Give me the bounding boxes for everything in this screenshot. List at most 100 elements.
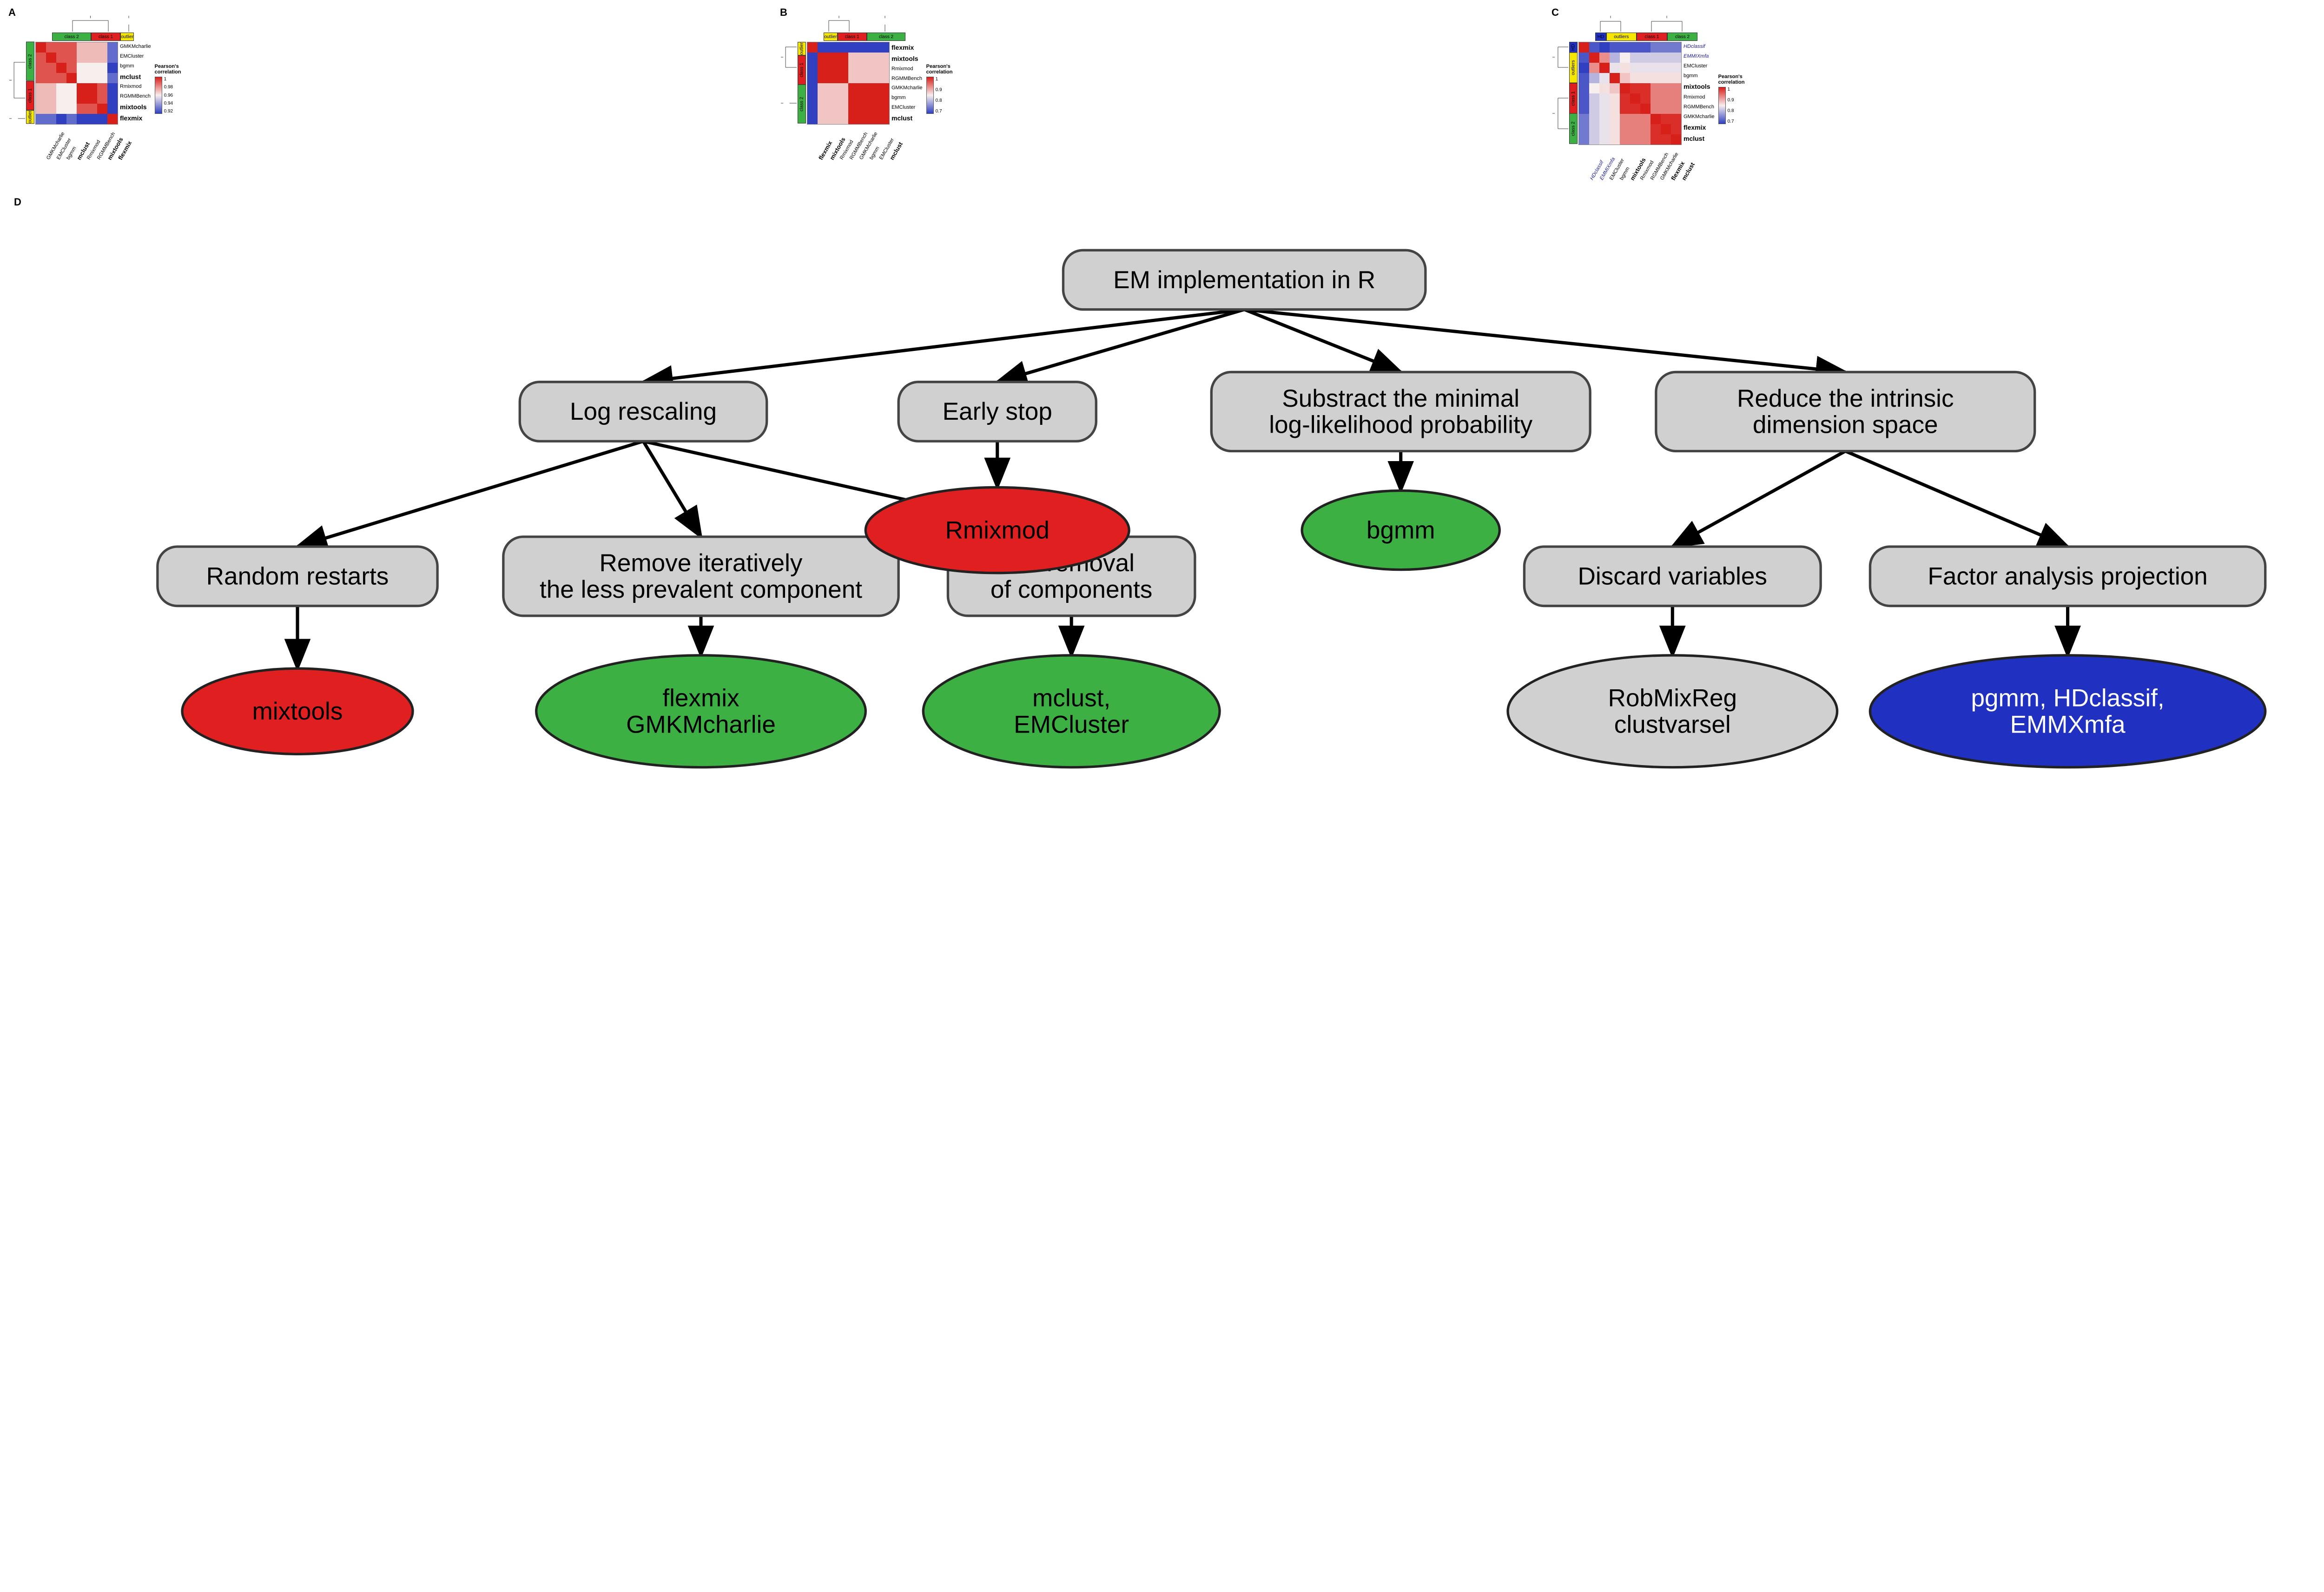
- row-group-outlier: outlier: [26, 110, 34, 124]
- hm-cell: [1630, 114, 1640, 124]
- hm-cell: [1579, 93, 1589, 104]
- hm-cell: [36, 42, 46, 53]
- hm-cell: [818, 73, 828, 83]
- svg-text:Discard variables: Discard variables: [1578, 562, 1767, 590]
- row-label: bgmm: [1684, 73, 1715, 79]
- row-label: RGMMBench: [1684, 105, 1715, 110]
- flowchart-svg: EM implementation in RLog rescalingEarly…: [9, 201, 2315, 793]
- hm-cell: [1620, 42, 1630, 53]
- hm-cell: [1651, 104, 1661, 114]
- hm-cell: [1599, 124, 1610, 134]
- hm-cell: [46, 114, 56, 124]
- hm-cell: [1661, 42, 1671, 53]
- hm-cell: [807, 63, 818, 73]
- hm-cell: [1640, 93, 1651, 104]
- hm-cell: [1579, 73, 1589, 83]
- hm-cell: [869, 104, 879, 114]
- flow-edge: [643, 441, 701, 536]
- hm-cell: [1610, 114, 1620, 124]
- hm-cell: [97, 63, 107, 73]
- hm-cell: [1620, 124, 1630, 134]
- svg-text:pgmm, HDclassif,: pgmm, HDclassif,: [1971, 685, 2164, 712]
- svg-text:flexmix: flexmix: [662, 685, 739, 712]
- hm-cell: [807, 73, 818, 83]
- svg-text:of components: of components: [990, 576, 1152, 603]
- hm-cell: [1640, 42, 1651, 53]
- hm-cell: [66, 83, 77, 93]
- hm-cell: [1599, 93, 1610, 104]
- flow-node-bgmm: bgmm: [1302, 491, 1499, 570]
- legend-colorbar: [1718, 87, 1726, 124]
- hm-cell: [807, 42, 818, 53]
- hm-cell: [1661, 124, 1671, 134]
- hm-cell: [56, 53, 66, 63]
- hm-cell: [1589, 42, 1599, 53]
- flow-edge: [1845, 451, 2067, 547]
- hm-cell: [107, 104, 118, 114]
- row-label: RGMMBench: [891, 76, 923, 81]
- legend-tick: 0.94: [164, 101, 173, 106]
- hm-cell: [1640, 53, 1651, 63]
- legend-tick: 0.98: [164, 85, 173, 90]
- hm-cell: [1661, 63, 1671, 73]
- hm-cell: [66, 93, 77, 104]
- hm-cell: [1651, 42, 1661, 53]
- hm-cell: [1579, 114, 1589, 124]
- hm-cell: [87, 83, 97, 93]
- hm-cell: [46, 73, 56, 83]
- legend-colorbar: [155, 77, 162, 114]
- row-label: mclust: [891, 115, 923, 121]
- flow-node-reduce: Reduce the intrinsicdimension space: [1656, 372, 2035, 451]
- hm-cell: [97, 93, 107, 104]
- hm-cell: [1671, 134, 1681, 145]
- hm-cell: [807, 104, 818, 114]
- legend-title: Pearson's correlation: [926, 64, 953, 75]
- hm-cell: [107, 93, 118, 104]
- hm-cell: [1671, 53, 1681, 63]
- hm-cell: [97, 73, 107, 83]
- col-group-class-1: class 1: [1637, 33, 1667, 41]
- hm-cell: [46, 53, 56, 63]
- svg-text:dimension space: dimension space: [1753, 411, 1938, 439]
- col-group-HD: HD: [1595, 33, 1606, 41]
- hm-cell: [1589, 114, 1599, 124]
- hm-cell: [1620, 134, 1630, 145]
- hm-cell: [36, 63, 46, 73]
- flow-node-remove: Remove iterativelythe less prevalent com…: [503, 537, 898, 616]
- hm-cell: [1610, 83, 1620, 93]
- hm-cell: [869, 93, 879, 104]
- row-label: EMCluster: [1684, 64, 1715, 69]
- hm-cell: [858, 63, 869, 73]
- hm-cell: [1640, 104, 1651, 114]
- hm-cell: [807, 83, 818, 93]
- hm-cell: [1630, 42, 1640, 53]
- hm-cell: [66, 42, 77, 53]
- hm-cell: [1640, 124, 1651, 134]
- hm-cell: [879, 73, 889, 83]
- hm-cell: [818, 93, 828, 104]
- legend-tick: 1: [936, 77, 942, 82]
- hm-cell: [828, 53, 838, 63]
- hm-cell: [1599, 73, 1610, 83]
- hm-cell: [46, 83, 56, 93]
- panel-a-label: A: [8, 7, 16, 19]
- row-label: mixtools: [1684, 83, 1715, 90]
- hm-cell: [1671, 104, 1681, 114]
- hm-cell: [97, 42, 107, 53]
- hm-cell: [1661, 93, 1671, 104]
- row-label: Rmixmod: [1684, 95, 1715, 100]
- hm-cell: [1671, 114, 1681, 124]
- legend-colorbar: [926, 77, 934, 114]
- hm-cell: [1651, 93, 1661, 104]
- hm-cell: [858, 114, 869, 124]
- hm-cell: [879, 114, 889, 124]
- col-group-class-2: class 2: [52, 33, 91, 41]
- col-group-class-1: class 1: [91, 33, 120, 41]
- legend-tick: 0.7: [1728, 119, 1734, 124]
- hm-cell: [36, 83, 46, 93]
- row-group-outlier: outlier: [798, 42, 806, 55]
- hm-cell: [838, 63, 848, 73]
- hm-cell: [848, 73, 858, 83]
- legend-tick: 0.8: [936, 98, 942, 103]
- hm-cell: [848, 42, 858, 53]
